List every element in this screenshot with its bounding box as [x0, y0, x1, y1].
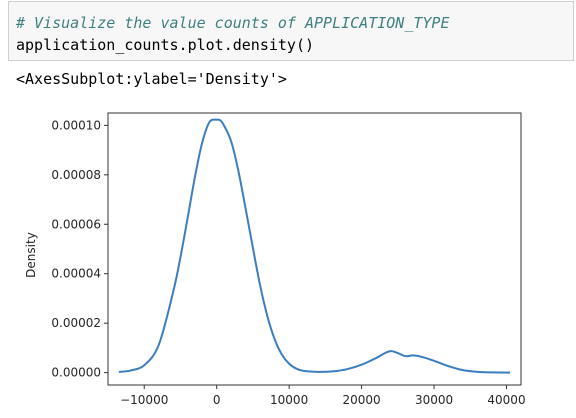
x-tick-label: 40000 [487, 393, 525, 407]
output-repr: <AxesSubplot:ylabel='Density'> [16, 70, 287, 88]
y-tick-label: 0.00006 [51, 217, 101, 231]
y-tick-label: 0.00008 [51, 168, 101, 182]
x-tick-label: 20000 [343, 393, 381, 407]
x-tick-label: −10000 [120, 393, 168, 407]
axes-frame [107, 112, 522, 386]
x-tick-label: 10000 [270, 393, 308, 407]
y-axis-label: Density [24, 232, 38, 278]
y-tick-label: 0.00002 [51, 316, 101, 330]
code-cell[interactable]: # Visualize the value counts of APPLICAT… [8, 1, 574, 61]
density-chart: −10000 0 10000 20000 30000 40000 0.00000 0.0000… [24, 112, 526, 407]
x-tick-label: 0 [213, 393, 221, 407]
code-comment: # Visualize the value counts of APPLICAT… [16, 14, 450, 32]
y-tick-label: 0.00010 [51, 118, 101, 132]
y-tick-label: 0.00000 [51, 366, 101, 380]
x-tick-label: 30000 [415, 393, 453, 407]
density-line [118, 118, 511, 374]
code-line: application_counts.plot.density() [16, 36, 315, 54]
y-tick-label: 0.00004 [51, 267, 101, 281]
